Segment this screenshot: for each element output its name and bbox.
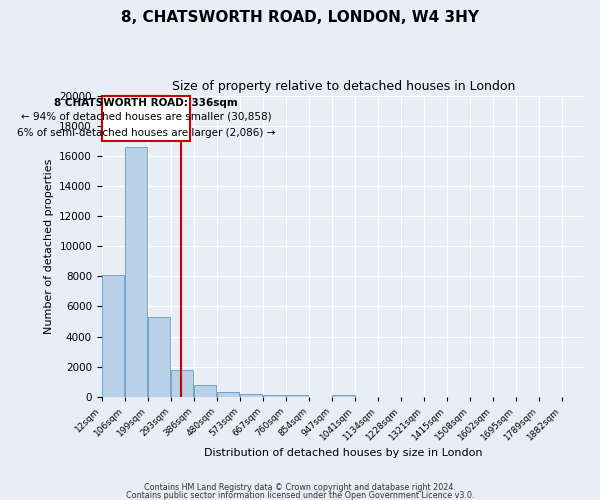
Text: ← 94% of detached houses are smaller (30,858): ← 94% of detached houses are smaller (30… [20,112,271,122]
Bar [332,395,355,397]
Bar [171,370,193,397]
Text: 8, CHATSWORTH ROAD, LONDON, W4 3HY: 8, CHATSWORTH ROAD, LONDON, W4 3HY [121,10,479,25]
Bar [102,275,124,397]
FancyBboxPatch shape [102,96,190,140]
Bar [286,395,308,397]
Text: Contains public sector information licensed under the Open Government Licence v3: Contains public sector information licen… [126,490,474,500]
Text: Contains HM Land Registry data © Crown copyright and database right 2024.: Contains HM Land Registry data © Crown c… [144,484,456,492]
Text: 8 CHATSWORTH ROAD: 336sqm: 8 CHATSWORTH ROAD: 336sqm [54,98,238,108]
Bar [263,394,286,397]
Bar [125,147,148,397]
Bar [148,317,170,397]
Bar [217,392,239,397]
Y-axis label: Number of detached properties: Number of detached properties [44,158,53,334]
Bar [194,384,217,397]
X-axis label: Distribution of detached houses by size in London: Distribution of detached houses by size … [204,448,482,458]
Text: 6% of semi-detached houses are larger (2,086) →: 6% of semi-detached houses are larger (2… [17,128,275,138]
Title: Size of property relative to detached houses in London: Size of property relative to detached ho… [172,80,515,93]
Bar [240,394,262,397]
